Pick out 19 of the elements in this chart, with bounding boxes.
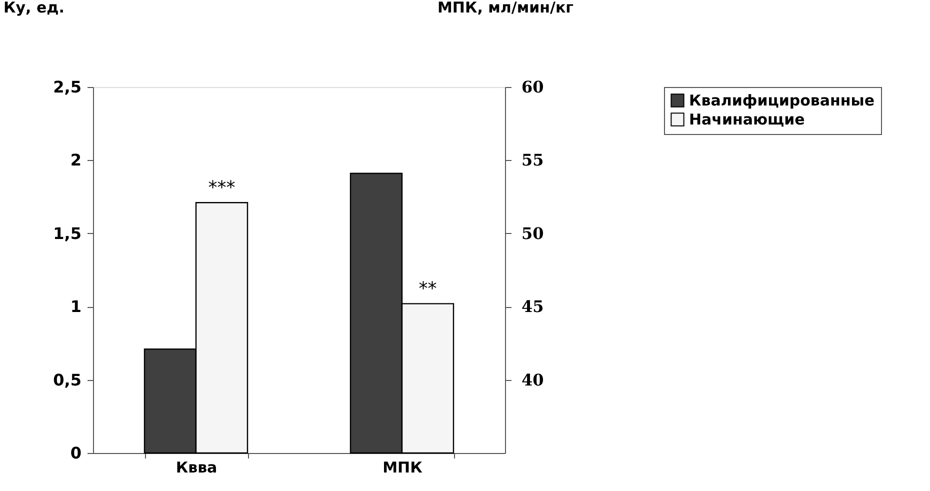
y2-tick-label: 60 xyxy=(522,78,544,96)
x-tick-label: МПК xyxy=(382,458,424,476)
y2-axis-title: МПК, мл/мин/кг xyxy=(437,0,574,16)
x-tick-label: Квва xyxy=(176,458,218,476)
y-tick-label: 2 xyxy=(70,150,82,170)
y-tick-label: 2,5 xyxy=(53,78,82,96)
y2-tick-label: 55 xyxy=(522,150,544,170)
y-tick-label: 0 xyxy=(70,444,82,462)
legend-label: Начинающие xyxy=(689,110,805,128)
annotation: *** xyxy=(208,178,236,199)
annotation: ** xyxy=(418,278,437,300)
y2-tick-label: 40 xyxy=(522,370,544,390)
y-tick-label: 1,5 xyxy=(53,224,82,243)
y2-tick-label: 50 xyxy=(522,224,544,243)
y2-tick-label: 45 xyxy=(522,297,544,316)
y-axis-title: Ку, ед. xyxy=(4,0,64,16)
y-tick-label: 1 xyxy=(70,297,82,316)
y-tick-label: 0,5 xyxy=(53,370,82,390)
legend-label: Квалифицированные xyxy=(689,92,875,110)
